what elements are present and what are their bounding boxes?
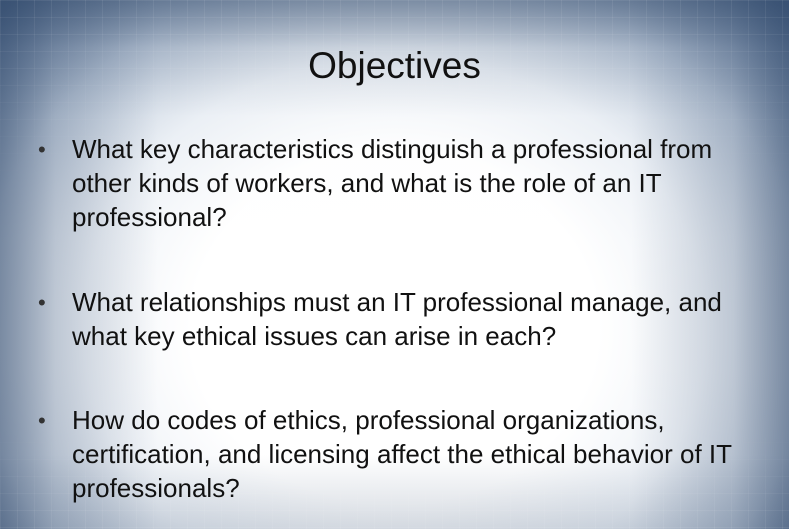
bullet-marker: • bbox=[38, 137, 46, 162]
objective-text: What key characteristics distinguish a p… bbox=[72, 134, 713, 232]
objective-item-2: • What relationships must an IT professi… bbox=[38, 285, 758, 353]
objective-item-1: • What key characteristics distinguish a… bbox=[38, 132, 758, 234]
bullet-marker: • bbox=[38, 290, 46, 315]
objective-text: How do codes of ethics, professional org… bbox=[72, 405, 732, 503]
bullet-marker: • bbox=[38, 408, 46, 433]
slide-title: Objectives bbox=[308, 45, 481, 86]
objective-text: What relationships must an IT profession… bbox=[72, 287, 722, 351]
objective-item-3: • How do codes of ethics, professional o… bbox=[38, 403, 758, 505]
